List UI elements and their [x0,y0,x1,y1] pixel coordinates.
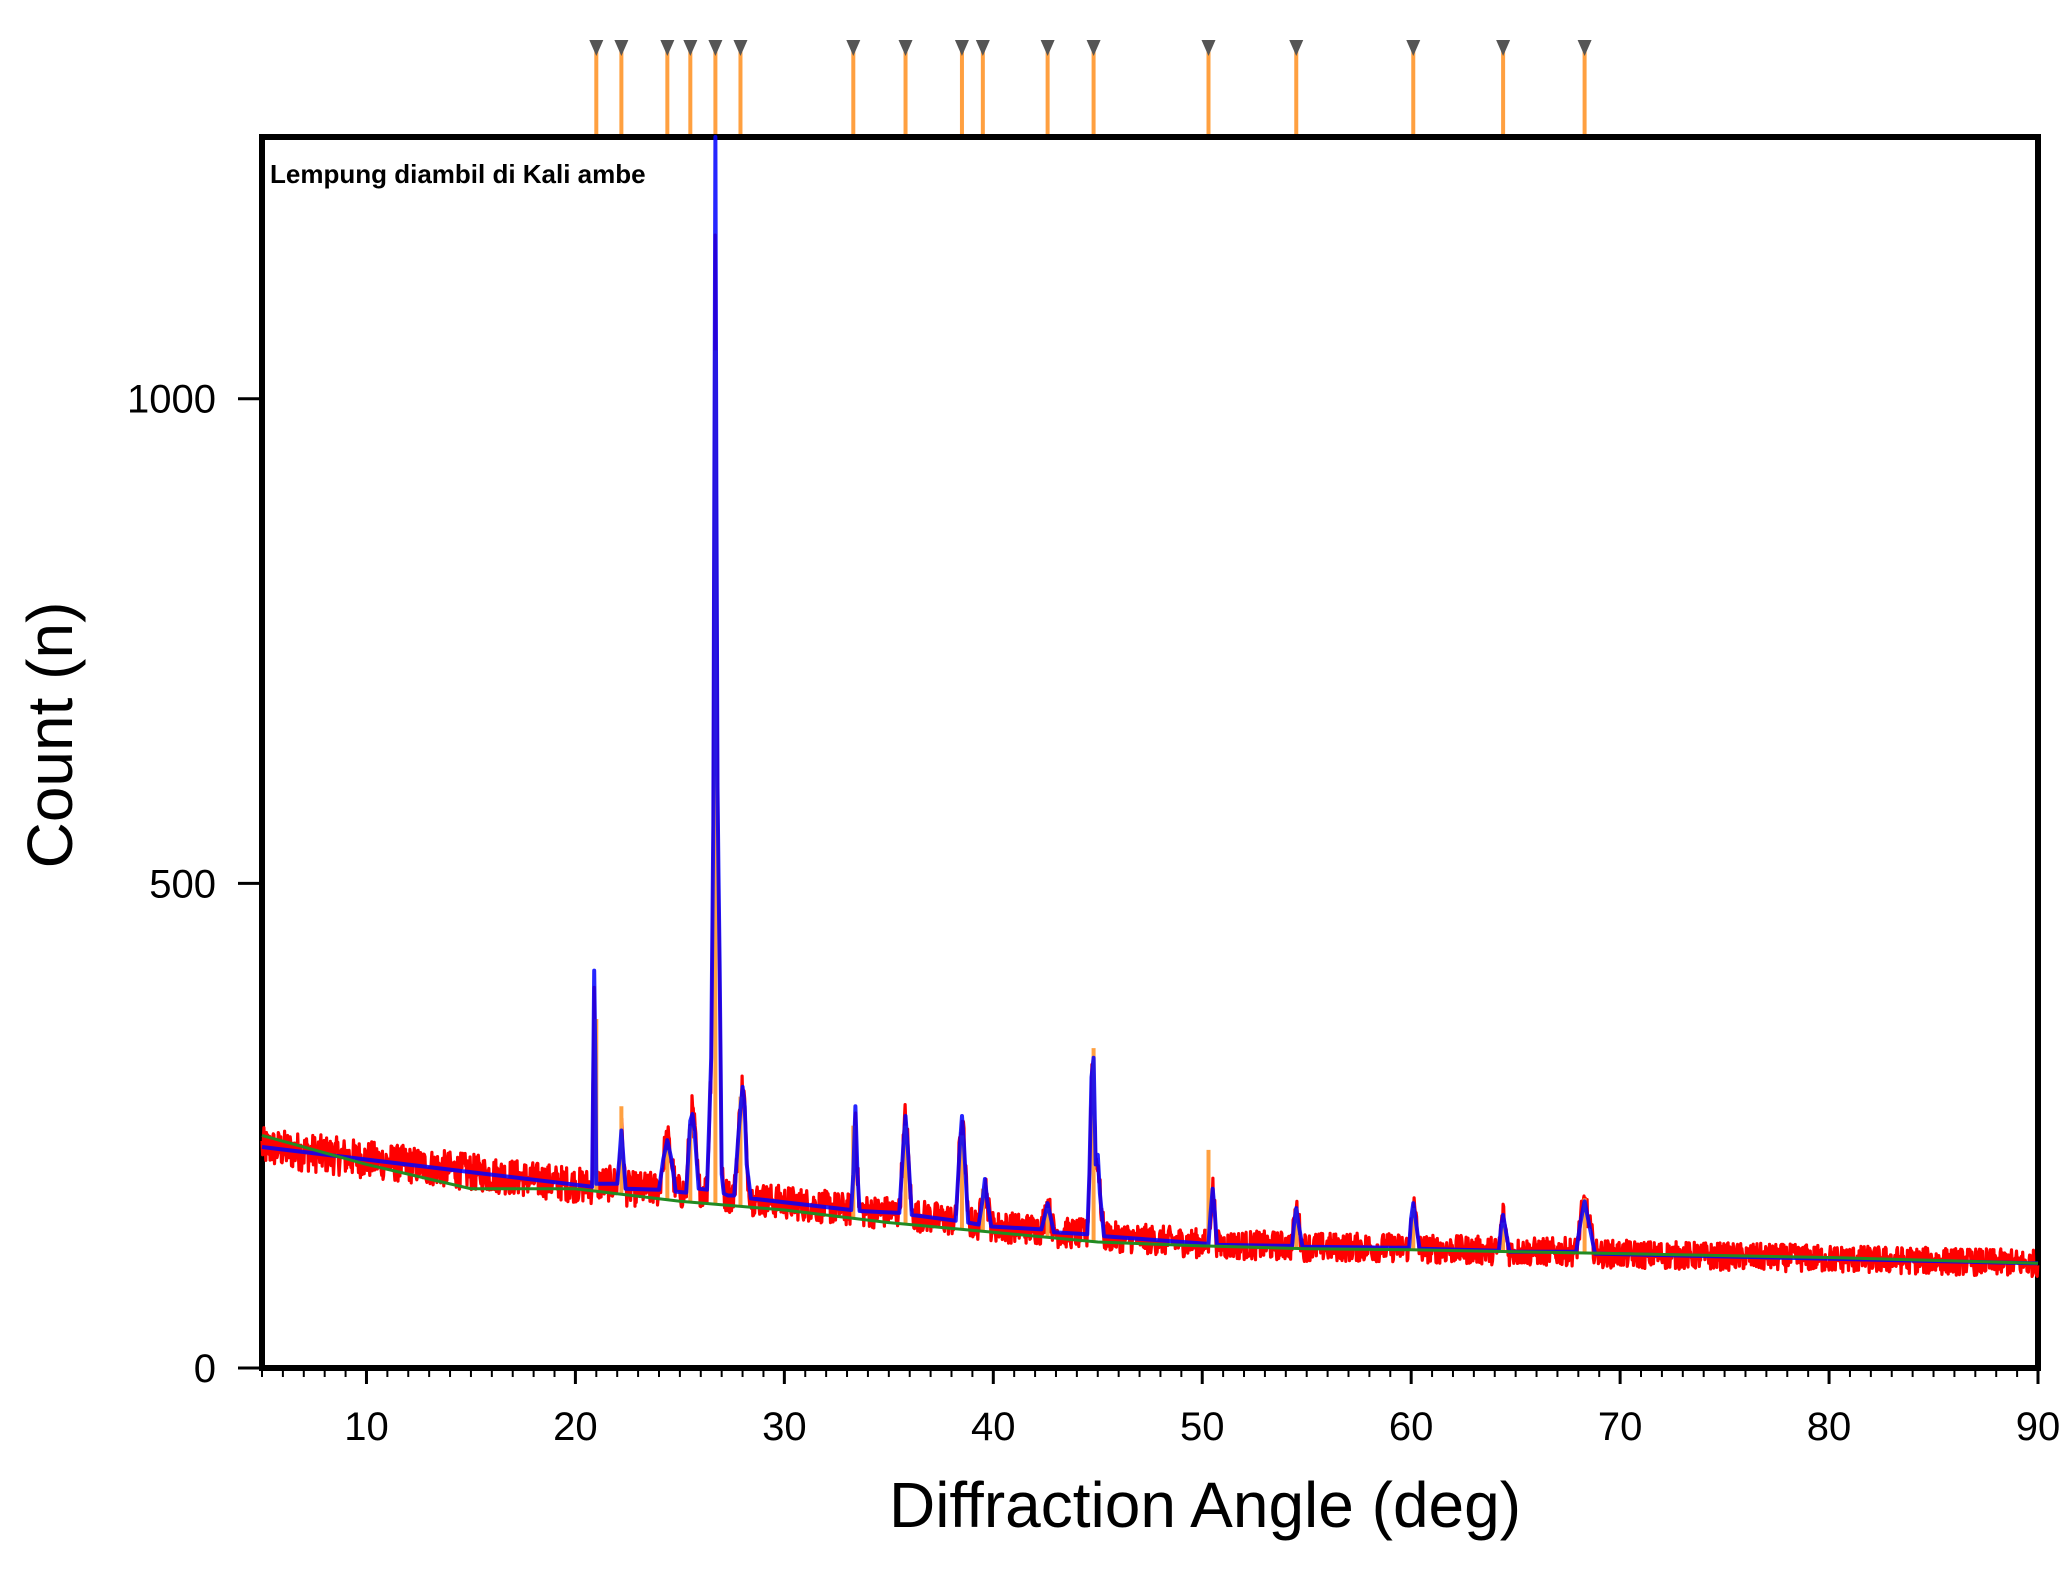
reflection-marker-icon [589,40,604,56]
x-tick-label: 60 [1389,1405,1434,1449]
reflection-marker-icon [683,40,698,56]
y-tick-label: 0 [194,1347,216,1391]
reflection-marker-icon [733,40,748,56]
chart-title: Lempung diambil di Kali ambe [270,159,646,189]
reflection-marker-icon [1577,40,1592,56]
data-layer [260,135,2040,1279]
x-tick-label: 30 [762,1405,807,1449]
reflection-marker-icon [954,40,969,56]
x-axis-ticks: 10 20 30 40 50 60 70 80 90 [261,1368,2060,1449]
reflection-marker-icon [1496,40,1511,56]
reflection-marker-icon [898,40,913,56]
y-axis-title: Count (n) [14,602,86,869]
reflection-marker-icon [846,40,861,56]
reflection-marker-icon [1086,40,1101,56]
x-tick-label: 50 [1180,1405,1225,1449]
x-tick-label: 90 [2016,1405,2060,1449]
y-tick-label: 500 [149,862,216,906]
x-tick-label: 70 [1598,1405,1643,1449]
reflection-marker-icon [1040,40,1055,56]
reflection-marker-icon [708,40,723,56]
x-tick-label: 20 [553,1405,598,1449]
reflection-marker-icon [1406,40,1421,56]
reflection-marker-icon [975,40,990,56]
background-series-line [261,1133,2039,1265]
reflection-markers [589,40,1592,137]
x-tick-label: 80 [1807,1405,1852,1449]
observed-series-line [260,233,2040,1279]
x-tick-label: 40 [971,1405,1016,1449]
reflection-marker-icon [660,40,675,56]
y-tick-label: 1000 [127,378,216,422]
plot-frame [259,134,2041,1371]
x-axis-title: Diffraction Angle (deg) [889,1469,1521,1541]
reflection-marker-icon [614,40,629,56]
reflection-marker-icon [1289,40,1304,56]
reflection-marker-icon [1201,40,1216,56]
x-tick-label: 10 [344,1405,389,1449]
y-axis-ticks: 0 500 1000 [127,378,262,1391]
calculated-series-line [261,135,2039,1266]
